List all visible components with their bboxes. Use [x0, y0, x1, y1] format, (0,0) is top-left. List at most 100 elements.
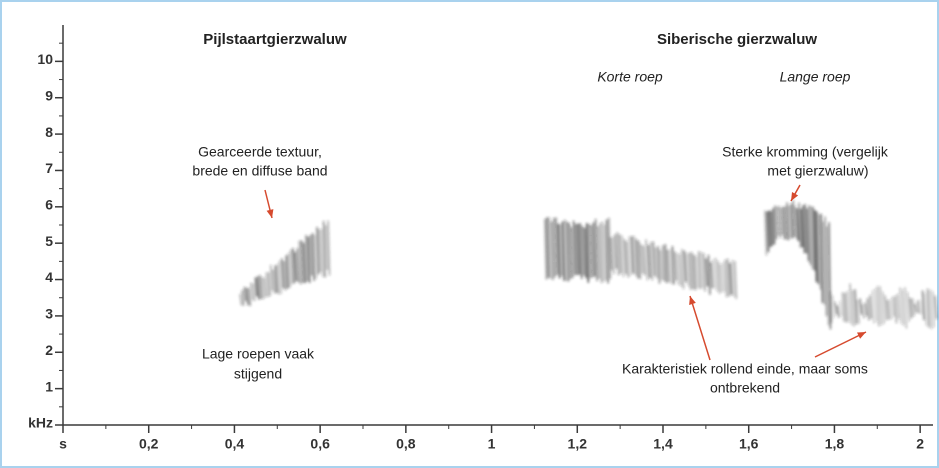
- spectro-stroke: [859, 298, 863, 315]
- y-tick-label: 2: [45, 342, 53, 358]
- x-tick-label: 1,2: [568, 436, 588, 452]
- spectro-stroke: [768, 210, 772, 248]
- spectro-stroke: [285, 255, 289, 289]
- spectro-stroke: [289, 249, 293, 285]
- spectro-stroke: [921, 290, 925, 321]
- spectro-stroke: [856, 299, 860, 324]
- y-tick-label: 9: [45, 87, 53, 103]
- spectro-stroke: [822, 221, 826, 305]
- spectro-stroke: [914, 303, 918, 313]
- spectro-stroke: [864, 302, 868, 317]
- spectro-stroke: [581, 226, 585, 276]
- spectro-stroke: [734, 261, 738, 299]
- annotation: Karakteristiek rollend einde, maar soms: [622, 361, 868, 377]
- spectro-stroke: [635, 239, 639, 279]
- spectro-stroke: [924, 293, 928, 326]
- spectro-stroke: [794, 205, 798, 240]
- x-tick-label: 2: [916, 436, 924, 452]
- spectro-stroke: [609, 237, 613, 271]
- spectro-stroke: [826, 226, 830, 326]
- spectro-stroke: [831, 295, 835, 319]
- spectro-stroke: [814, 210, 818, 283]
- spectro-stroke: [590, 225, 594, 278]
- spectro-stroke: [774, 205, 778, 240]
- spectro-stroke: [719, 264, 723, 293]
- y-tick-label: kHz: [28, 415, 53, 431]
- spectro-stroke: [916, 300, 920, 314]
- arrow-line: [689, 295, 711, 361]
- spectro-stroke: [621, 235, 625, 278]
- spectro-stroke: [650, 241, 654, 281]
- spectro-stroke: [259, 274, 263, 299]
- spectro-stroke: [287, 253, 291, 288]
- spectro-stroke: [272, 269, 276, 294]
- spectro-stroke: [876, 286, 880, 327]
- spectro-stroke: [879, 286, 883, 326]
- spectro-stroke: [851, 289, 855, 327]
- spectro-stroke: [770, 211, 774, 246]
- subtitle: Lange roep: [780, 69, 851, 85]
- spectro-stroke: [599, 223, 603, 283]
- spectro-stroke: [611, 237, 615, 275]
- spectro-stroke: [874, 288, 878, 322]
- spectro-stroke: [664, 244, 668, 283]
- spectro-stroke: [846, 290, 850, 323]
- spectro-stroke: [818, 214, 822, 290]
- y-tick-label: 3: [45, 306, 53, 322]
- spectro-stroke: [592, 222, 596, 277]
- spectro-stroke: [678, 253, 682, 287]
- spectro-stroke: [686, 253, 690, 287]
- spectro-stroke: [726, 258, 730, 297]
- spectro-stroke: [300, 240, 304, 283]
- annotation: brede en diffuse band: [192, 163, 327, 179]
- spectro-stroke: [786, 202, 790, 241]
- subtitle: Korte roep: [597, 69, 663, 85]
- y-tick-label: 1: [45, 378, 53, 394]
- spectro-stroke: [618, 234, 622, 274]
- spectro-stroke: [283, 260, 287, 291]
- spectro-stroke: [638, 240, 642, 279]
- spectro-stroke: [267, 272, 271, 297]
- spectro-stroke: [294, 251, 298, 282]
- spectro-stroke: [243, 286, 247, 302]
- spectro-stroke: [307, 236, 311, 283]
- x-tick-label: 0,4: [225, 436, 245, 452]
- x-tick-label: 0,6: [310, 436, 330, 452]
- spectro-stroke: [564, 219, 568, 281]
- spectro-stroke: [790, 203, 794, 239]
- spectro-stroke: [577, 223, 581, 275]
- spectro-stroke: [239, 293, 243, 306]
- spectro-stroke: [884, 295, 888, 321]
- spectro-stroke: [806, 208, 810, 262]
- spectro-stroke: [688, 252, 692, 290]
- spectro-stroke: [566, 221, 570, 282]
- spectro-stroke: [671, 246, 675, 285]
- spectro-stroke: [839, 300, 843, 316]
- spectro-stroke: [318, 229, 322, 273]
- spectro-stroke: [693, 254, 697, 291]
- spectro-stroke: [265, 272, 269, 298]
- spectro-stroke: [662, 245, 666, 282]
- spectro-stroke: [683, 250, 687, 283]
- spectro-stroke: [281, 258, 285, 289]
- spectro-stroke: [674, 251, 678, 281]
- spectro-stroke: [616, 232, 620, 276]
- spectro-stroke: [796, 208, 800, 242]
- spectro-stroke: [909, 297, 913, 319]
- spectro-stroke: [298, 240, 302, 285]
- spectro-stroke: [695, 255, 699, 289]
- spectro-stroke: [548, 217, 552, 280]
- spectro-stroke: [911, 298, 915, 317]
- spectro-stroke: [276, 264, 280, 295]
- spectro-stroke: [263, 277, 267, 298]
- spectro-stroke: [904, 287, 908, 329]
- spectro-stroke: [605, 219, 609, 284]
- spectro-stroke: [645, 239, 649, 281]
- spectro-stroke: [597, 226, 601, 279]
- arrow-head: [266, 209, 274, 218]
- spectro-stroke: [810, 206, 814, 270]
- spectro-stroke: [710, 262, 714, 289]
- spectro-stroke: [309, 234, 313, 276]
- y-tick-label: 6: [45, 197, 53, 213]
